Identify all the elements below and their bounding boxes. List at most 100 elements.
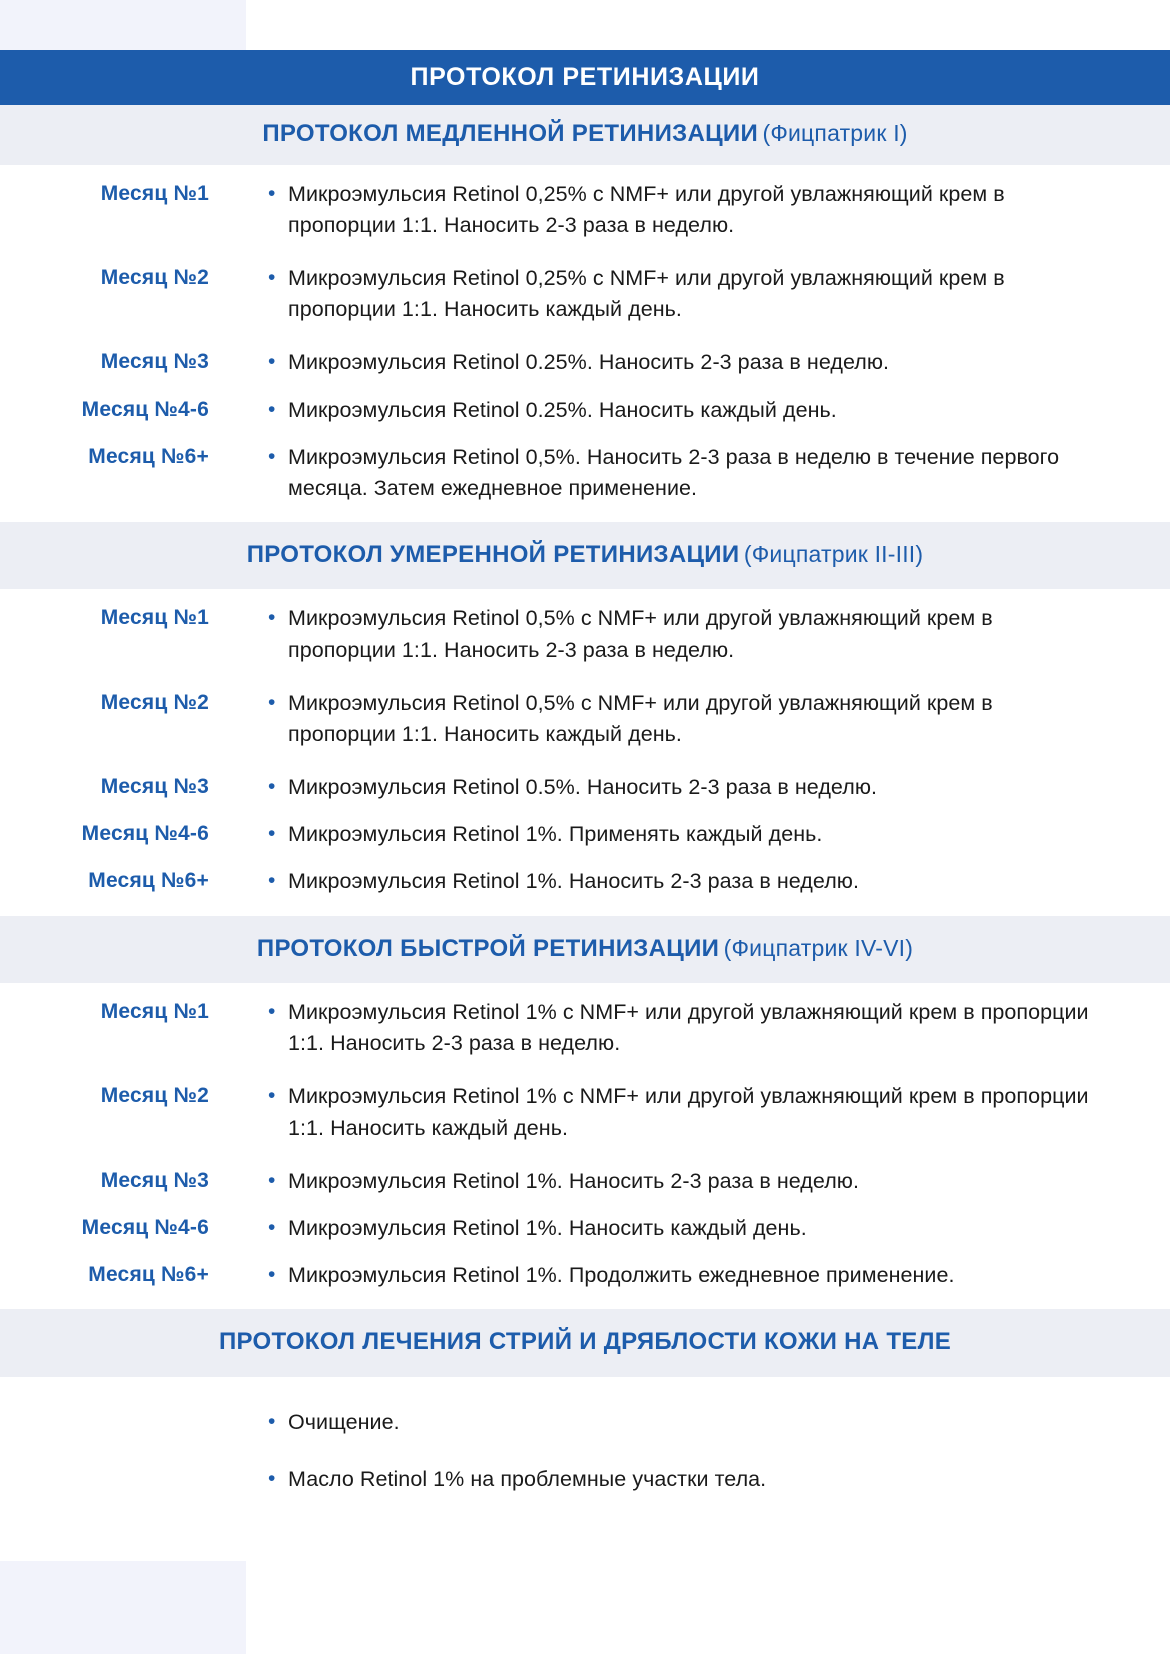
month-label: Месяц №3 <box>100 350 209 374</box>
month-instruction: • Микроэмульсия Retinol 0,5% с NMF+ или … <box>246 603 1170 665</box>
instruction-text: Микроэмульсия Retinol 0,5% с NMF+ или др… <box>288 690 993 746</box>
protocol-row: Месяц №1 • Микроэмульсия Retinol 0,25% с… <box>0 179 1170 241</box>
section-body-slow: Месяц №1 • Микроэмульсия Retinol 0,25% с… <box>0 164 1170 523</box>
instruction-text: Микроэмульсия Retinol 0,25% с NMF+ или д… <box>288 265 1005 322</box>
section-header-subtitle: (Фицпатрик II-III) <box>743 541 924 568</box>
month-instruction: • Микроэмульсия Retinol 1% с NMF+ или др… <box>246 1081 1170 1143</box>
bullet-icon: • <box>268 1168 276 1192</box>
bullet-icon: • <box>268 1084 276 1108</box>
month-label: Месяц №3 <box>100 1168 209 1192</box>
bullet-icon: • <box>268 350 276 374</box>
bullet-icon: • <box>268 1215 276 1239</box>
month-instruction: • Микроэмульсия Retinol 0.25%. Наносить … <box>246 347 1170 378</box>
bullet-icon: • <box>268 822 276 846</box>
protocol-row: Месяц №3 • Микроэмульсия Retinol 1%. Нан… <box>0 1166 1170 1197</box>
section-header-title: ПРОТОКОЛ БЫСТРОЙ РЕТИНИЗАЦИИ <box>256 934 720 962</box>
bullet-icon: • <box>268 1466 276 1490</box>
section-body-body-striae: • Очищение. • Масло Retinol 1% на пробле… <box>0 1376 1170 1561</box>
month-instruction: • Микроэмульсия Retinol 1%. Наносить 2-3… <box>246 866 1170 897</box>
bullet-icon: • <box>268 775 276 799</box>
instruction-text: Масло Retinol 1% на проблемные участки т… <box>288 1466 767 1491</box>
bullet-icon: • <box>268 1000 276 1023</box>
instruction-text: Микроэмульсия Retinol 1%. Наносить кажды… <box>288 1215 807 1240</box>
month-label: Месяц №4-6 <box>81 397 209 421</box>
bullet-icon: • <box>268 1409 276 1433</box>
month-instruction: • Микроэмульсия Retinol 0,5%. Наносить 2… <box>246 442 1170 504</box>
section-header-subtitle: (Фицпатрик I) <box>762 120 908 147</box>
bullet-icon: • <box>268 265 276 289</box>
instruction-text: Микроэмульсия Retinol 0,5% с NMF+ или др… <box>288 606 993 662</box>
section-header-moderate: ПРОТОКОЛ УМЕРЕННОЙ РЕТИНИЗАЦИИ (Фицпатри… <box>0 522 1170 590</box>
protocol-row: • Масло Retinol 1% на проблемные участки… <box>0 1464 1170 1495</box>
section-header-subtitle: (Фицпатрик IV-VI) <box>723 934 914 961</box>
section-header-body-striae: ПРОТОКОЛ ЛЕЧЕНИЯ СТРИЙ И ДРЯБЛОСТИ КОЖИ … <box>0 1309 1170 1377</box>
month-instruction: • Микроэмульсия Retinol 1%. Продолжить е… <box>246 1260 1170 1291</box>
section-header-slow: ПРОТОКОЛ МЕДЛЕННОЙ РЕТИНИЗАЦИИ (Фицпатри… <box>0 105 1170 165</box>
month-instruction: • Очищение. <box>246 1407 1170 1438</box>
section-header-title: ПРОТОКОЛ УМЕРЕННОЙ РЕТИНИЗАЦИИ <box>246 541 740 569</box>
protocol-row: Месяц №3 • Микроэмульсия Retinol 0.25%. … <box>0 347 1170 378</box>
document-content: ПРОТОКОЛ РЕТИНИЗАЦИИ ПРОТОКОЛ МЕДЛЕННОЙ … <box>0 50 1170 1561</box>
section-body-moderate: Месяц №1 • Микроэмульсия Retinol 0,5% с … <box>0 589 1170 916</box>
protocol-row: Месяц №6+ • Микроэмульсия Retinol 1%. Пр… <box>0 1260 1170 1291</box>
instruction-text: Микроэмульсия Retinol 1%. Продолжить еже… <box>288 1263 955 1288</box>
bullet-icon: • <box>268 1263 276 1287</box>
bullet-icon: • <box>268 444 276 468</box>
month-instruction: • Масло Retinol 1% на проблемные участки… <box>246 1464 1170 1495</box>
bullet-icon: • <box>268 606 276 630</box>
instruction-text: Микроэмульсия Retinol 0,25% с NMF+ или д… <box>288 181 1005 237</box>
instruction-text: Микроэмульсия Retinol 1% с NMF+ или друг… <box>288 1084 1089 1140</box>
protocol-row: Месяц №4-6 • Микроэмульсия Retinol 0.25%… <box>0 395 1170 426</box>
month-label: Месяц №1 <box>100 606 209 630</box>
instruction-text: Микроэмульсия Retinol 0.5%. Наносить 2-3… <box>288 775 878 800</box>
month-label: Месяц №6+ <box>88 869 209 893</box>
protocol-row: Месяц №1 • Микроэмульсия Retinol 0,5% с … <box>0 603 1170 665</box>
month-label: Месяц №4-6 <box>81 822 209 846</box>
month-label: Месяц №6+ <box>88 444 209 468</box>
month-instruction: • Микроэмульсия Retinol 0,25% с NMF+ или… <box>246 179 1170 241</box>
month-instruction: • Микроэмульсия Retinol 1%. Наносить 2-3… <box>246 1166 1170 1197</box>
month-instruction: • Микроэмульсия Retinol 1%. Наносить каж… <box>246 1213 1170 1244</box>
protocol-row: Месяц №2 • Микроэмульсия Retinol 0,5% с … <box>0 688 1170 750</box>
month-instruction: • Микроэмульсия Retinol 1% с NMF+ или др… <box>246 997 1170 1059</box>
section-header-title: ПРОТОКОЛ МЕДЛЕННОЙ РЕТИНИЗАЦИИ <box>262 120 759 148</box>
instruction-text: Микроэмульсия Retinol 0.25%. Наносить ка… <box>288 397 837 422</box>
protocol-row: Месяц №3 • Микроэмульсия Retinol 0.5%. Н… <box>0 772 1170 803</box>
section-header-title: ПРОТОКОЛ ЛЕЧЕНИЯ СТРИЙ И ДРЯБЛОСТИ КОЖИ … <box>218 1328 952 1356</box>
month-instruction: • Микроэмульсия Retinol 0,5% с NMF+ или … <box>246 688 1170 750</box>
instruction-text: Микроэмульсия Retinol 1%. Наносить 2-3 р… <box>288 869 859 894</box>
bullet-icon: • <box>268 690 276 714</box>
protocol-row: Месяц №2 • Микроэмульсия Retinol 0,25% с… <box>0 263 1170 325</box>
protocol-row: Месяц №6+ • Микроэмульсия Retinol 0,5%. … <box>0 442 1170 504</box>
month-instruction: • Микроэмульсия Retinol 0,25% с NMF+ или… <box>246 263 1170 325</box>
protocol-row: Месяц №4-6 • Микроэмульсия Retinol 1%. Н… <box>0 1213 1170 1244</box>
page-title: ПРОТОКОЛ РЕТИНИЗАЦИИ <box>0 50 1170 106</box>
month-instruction: • Микроэмульсия Retinol 0.25%. Наносить … <box>246 395 1170 426</box>
protocol-row: Месяц №1 • Микроэмульсия Retinol 1% с NM… <box>0 997 1170 1059</box>
bullet-icon: • <box>268 397 276 421</box>
bullet-icon: • <box>268 869 276 893</box>
month-label: Месяц №6+ <box>88 1263 209 1287</box>
month-label: Месяц №2 <box>100 690 209 714</box>
month-label: Месяц №1 <box>100 1000 209 1023</box>
month-instruction: • Микроэмульсия Retinol 1%. Применять ка… <box>246 819 1170 850</box>
month-label: Месяц №2 <box>100 265 209 289</box>
month-label: Месяц №1 <box>100 181 209 205</box>
instruction-text: Микроэмульсия Retinol 0,5%. Наносить 2-3… <box>288 444 1060 500</box>
protocol-row: Месяц №6+ • Микроэмульсия Retinol 1%. На… <box>0 866 1170 897</box>
instruction-text: Микроэмульсия Retinol 1%. Применять кажд… <box>288 822 823 847</box>
instruction-text: Микроэмульсия Retinol 1% с NMF+ или друг… <box>288 1000 1089 1056</box>
month-instruction: • Микроэмульсия Retinol 0.5%. Наносить 2… <box>246 772 1170 803</box>
instruction-text: Микроэмульсия Retinol 0.25%. Наносить 2-… <box>288 350 890 375</box>
month-label: Месяц №4-6 <box>81 1215 209 1239</box>
protocol-row: • Очищение. <box>0 1407 1170 1438</box>
month-label: Месяц №2 <box>100 1084 209 1108</box>
section-body-fast: Месяц №1 • Микроэмульсия Retinol 1% с NM… <box>0 983 1170 1310</box>
section-header-fast: ПРОТОКОЛ БЫСТРОЙ РЕТИНИЗАЦИИ (Фицпатрик … <box>0 915 1170 983</box>
protocol-row: Месяц №4-6 • Микроэмульсия Retinol 1%. П… <box>0 819 1170 850</box>
instruction-text: Микроэмульсия Retinol 1%. Наносить 2-3 р… <box>288 1168 859 1193</box>
month-label: Месяц №3 <box>100 775 209 799</box>
bullet-icon: • <box>268 181 276 205</box>
protocol-row: Месяц №2 • Микроэмульсия Retinol 1% с NM… <box>0 1081 1170 1143</box>
